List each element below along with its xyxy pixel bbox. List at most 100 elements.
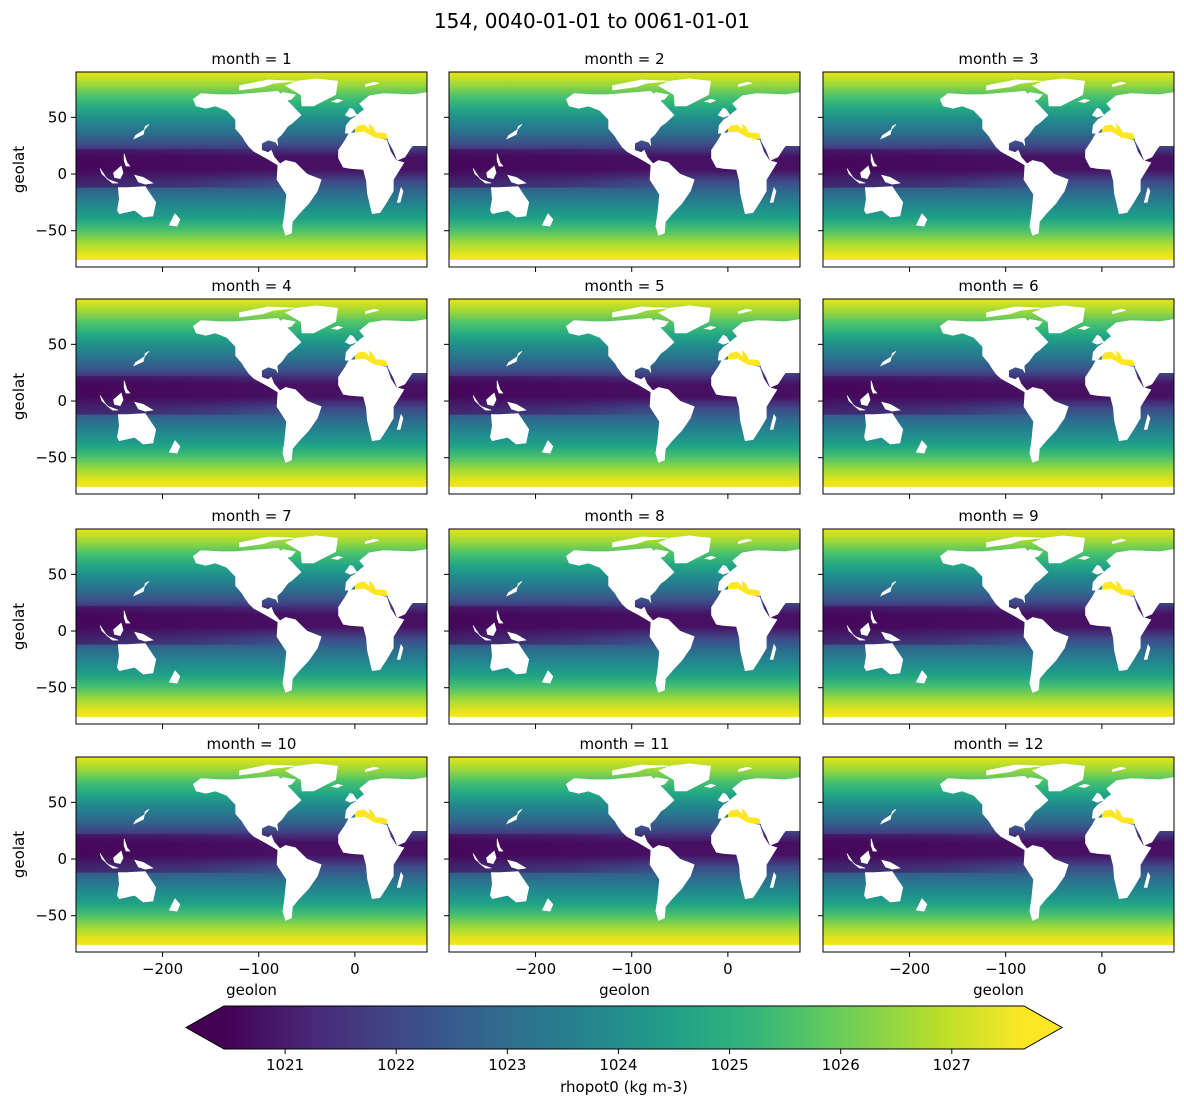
land-mask (711, 358, 778, 442)
land-mask (449, 259, 800, 267)
colorbar-max-extend (1024, 1006, 1062, 1049)
x-axis-label: geolon (226, 981, 277, 999)
land-mask (870, 610, 878, 624)
panel-title: month = 1 (211, 50, 291, 68)
land-mask (915, 213, 928, 227)
panel-frame (448, 528, 801, 725)
land-mask (823, 486, 1174, 494)
land-mask (612, 764, 669, 776)
land-mask (738, 81, 752, 88)
panel-title: month = 3 (958, 50, 1038, 68)
land-mask (239, 536, 296, 548)
land-mask (717, 792, 731, 803)
land-mask (939, 90, 1049, 166)
land-mask (1023, 845, 1069, 921)
land-mask (711, 588, 778, 672)
land-mask (1143, 413, 1151, 430)
land-mask (472, 395, 492, 411)
land-mask (117, 413, 157, 445)
land-mask (168, 898, 181, 912)
y-axis-label: geolat (10, 603, 28, 650)
land-mask (650, 92, 669, 103)
land-mask (565, 547, 675, 623)
land-mask (113, 165, 124, 179)
land-mask (365, 766, 379, 773)
land-mask (1112, 766, 1126, 773)
panel-frame (75, 528, 428, 725)
land-mask (496, 610, 504, 624)
land-mask (864, 871, 904, 903)
land-mask (1077, 783, 1091, 788)
land-mask (860, 622, 871, 636)
land-mask (986, 306, 1043, 318)
land-mask (915, 670, 928, 684)
land-mask (1143, 186, 1151, 203)
land-mask (276, 160, 322, 236)
land-mask (123, 610, 131, 624)
land-mask (769, 186, 777, 203)
land-mask (330, 325, 344, 330)
land-mask (541, 670, 554, 684)
land-mask (277, 92, 296, 103)
land-mask (1023, 617, 1069, 693)
land-mask (870, 838, 878, 852)
land-mask (507, 174, 527, 185)
land-mask (276, 845, 322, 921)
land-mask (703, 98, 717, 103)
land-mask (860, 165, 871, 179)
land-mask (717, 92, 800, 161)
land-mask (565, 90, 675, 166)
land-mask (1091, 319, 1174, 388)
land-mask (117, 186, 157, 218)
colorbar-tick-label: 1027 (933, 1056, 971, 1074)
land-mask (1024, 549, 1043, 560)
land-mask (823, 716, 1174, 724)
land-mask (486, 392, 497, 406)
map-panel: month = 11 −200 −100 0 geolon (444, 735, 801, 999)
x-tick-label: −100 (238, 960, 279, 978)
land-mask (1143, 643, 1151, 660)
map-panel: month = 7 50 0 −50 geolat (10, 507, 428, 729)
land-mask (1077, 555, 1091, 560)
colorbar-tick-label: 1024 (599, 1056, 637, 1074)
panel-title: month = 12 (954, 735, 1044, 753)
land-mask (365, 81, 379, 88)
land-mask (1031, 305, 1085, 334)
y-tick-label: 50 (48, 565, 67, 583)
land-mask (1077, 325, 1091, 330)
land-mask (703, 325, 717, 330)
land-mask (717, 564, 731, 575)
land-mask (284, 535, 338, 564)
colorbar-min-extend (186, 1006, 224, 1049)
land-mask (846, 168, 866, 184)
panel-title: month = 8 (584, 507, 664, 525)
land-mask (860, 392, 871, 406)
land-mask (1091, 334, 1105, 345)
land-mask (846, 395, 866, 411)
land-mask (490, 186, 530, 218)
land-mask (284, 305, 338, 334)
land-mask (113, 392, 124, 406)
panel-title: month = 9 (958, 507, 1038, 525)
land-mask (769, 413, 777, 430)
colorbar-tick-label: 1026 (822, 1056, 860, 1074)
land-mask (449, 716, 800, 724)
land-mask (769, 643, 777, 660)
land-mask (1112, 538, 1126, 545)
land-mask (1023, 387, 1069, 463)
land-mask (344, 334, 358, 345)
land-mask (490, 413, 530, 445)
land-mask (823, 259, 1174, 267)
y-tick-label: −50 (35, 222, 67, 240)
land-mask (939, 317, 1049, 393)
land-mask (505, 350, 523, 367)
land-mask (657, 535, 711, 564)
land-mask (277, 319, 296, 330)
land-mask (738, 308, 752, 315)
land-mask (864, 413, 904, 445)
land-mask (939, 547, 1049, 623)
land-mask (1085, 131, 1152, 215)
land-mask (276, 617, 322, 693)
land-mask (1024, 777, 1043, 788)
